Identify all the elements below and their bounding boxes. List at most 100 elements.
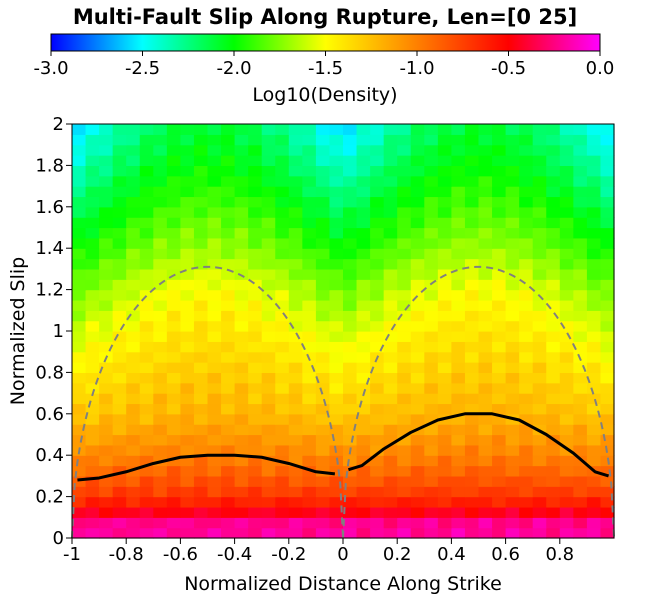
heatmap-cell: [397, 341, 412, 353]
heatmap-cell: [329, 289, 344, 301]
heatmap-cell: [586, 299, 602, 311]
heatmap-cell: [166, 341, 181, 353]
heatmap-cell: [72, 393, 87, 405]
heatmap-cell: [193, 517, 209, 529]
heatmap-cell: [153, 268, 168, 280]
heatmap-cell: [437, 289, 452, 301]
heatmap-cell: [180, 268, 195, 280]
heatmap-cell: [275, 217, 290, 229]
heatmap-cell: [193, 310, 209, 322]
heatmap-cell: [343, 455, 358, 467]
heatmap-cell: [478, 362, 493, 373]
colorbar-tick-label: -0.5: [491, 58, 526, 79]
heatmap-cell: [546, 362, 561, 373]
heatmap-cell: [600, 134, 615, 146]
heatmap-cell: [464, 155, 480, 166]
heatmap-cell: [519, 444, 534, 456]
heatmap-cell: [193, 279, 209, 291]
heatmap-cell: [451, 455, 466, 467]
heatmap-cell: [600, 144, 615, 156]
heatmap-cell: [478, 206, 493, 218]
heatmap-cell: [383, 393, 398, 405]
heatmap-cell: [99, 331, 114, 342]
heatmap-cell: [600, 310, 615, 322]
heatmap-cell: [519, 186, 534, 198]
heatmap-cell: [207, 186, 222, 198]
heatmap-cell: [519, 475, 534, 487]
heatmap-cell: [573, 506, 588, 518]
heatmap-cell: [139, 196, 154, 208]
heatmap-cell: [126, 289, 141, 301]
heatmap-cell: [153, 289, 168, 301]
heatmap-cell: [248, 175, 263, 187]
heatmap-cell: [180, 403, 195, 415]
heatmap-cell: [72, 310, 87, 322]
heatmap-cell: [397, 206, 412, 218]
heatmap-cell: [302, 206, 317, 218]
heatmap-cell: [112, 475, 127, 487]
heatmap-cell: [370, 465, 385, 477]
heatmap-cell: [315, 258, 331, 270]
heatmap-cell: [505, 237, 520, 249]
heatmap-cell: [153, 527, 168, 539]
heatmap-cell: [207, 227, 222, 239]
heatmap-cell: [424, 144, 439, 156]
heatmap-cell: [343, 506, 358, 518]
heatmap-cell: [72, 403, 87, 415]
heatmap-cell: [221, 155, 236, 166]
heatmap-cell: [302, 496, 317, 508]
heatmap-cell: [464, 434, 480, 446]
heatmap-cell: [315, 124, 331, 135]
heatmap-cell: [478, 144, 493, 156]
heatmap-cell: [573, 475, 588, 487]
heatmap-cell: [559, 289, 574, 301]
heatmap-cell: [397, 496, 412, 508]
heatmap-cell: [193, 248, 209, 260]
heatmap-cell: [166, 217, 181, 229]
heatmap-cell: [166, 186, 181, 198]
heatmap-cell: [370, 372, 385, 384]
heatmap-cell: [532, 217, 547, 229]
heatmap-cell: [573, 268, 588, 280]
x-tick-label: -0.2: [271, 544, 306, 565]
heatmap-cell: [180, 155, 195, 166]
heatmap-cell: [288, 155, 303, 166]
heatmap-cell: [99, 310, 114, 322]
heatmap-cell: [261, 227, 276, 239]
heatmap-cell: [546, 227, 561, 239]
heatmap-cell: [397, 310, 412, 322]
heatmap-cell: [126, 424, 141, 436]
heatmap-cell: [315, 434, 331, 446]
heatmap-cell: [234, 362, 249, 373]
heatmap-cell: [492, 496, 507, 508]
heatmap-cell: [126, 299, 141, 311]
heatmap-cell: [424, 403, 439, 415]
heatmap-cell: [437, 372, 452, 384]
heatmap-cell: [519, 506, 534, 518]
heatmap-cell: [275, 268, 290, 280]
heatmap-cell: [99, 496, 114, 508]
heatmap-cell: [126, 268, 141, 280]
heatmap-cell: [99, 299, 114, 311]
heatmap-cell: [559, 175, 574, 187]
heatmap-cell: [573, 165, 588, 177]
heatmap-cell: [99, 124, 114, 135]
heatmap-cell: [166, 134, 181, 146]
heatmap-cell: [356, 496, 371, 508]
heatmap-cell: [288, 248, 303, 260]
heatmap-cell: [234, 186, 249, 198]
heatmap-cell: [424, 165, 439, 177]
heatmap-cell: [261, 320, 276, 332]
heatmap-cell: [261, 475, 276, 487]
heatmap-cell: [126, 362, 141, 373]
heatmap-cell: [234, 527, 249, 539]
heatmap-cell: [112, 320, 127, 332]
heatmap-cell: [329, 248, 344, 260]
heatmap-cell: [559, 372, 574, 384]
heatmap-cell: [343, 403, 358, 415]
heatmap-cell: [356, 506, 371, 518]
heatmap-cell: [424, 351, 439, 363]
heatmap-cell: [234, 268, 249, 280]
heatmap-cell: [546, 320, 561, 332]
heatmap-cell: [437, 134, 452, 146]
